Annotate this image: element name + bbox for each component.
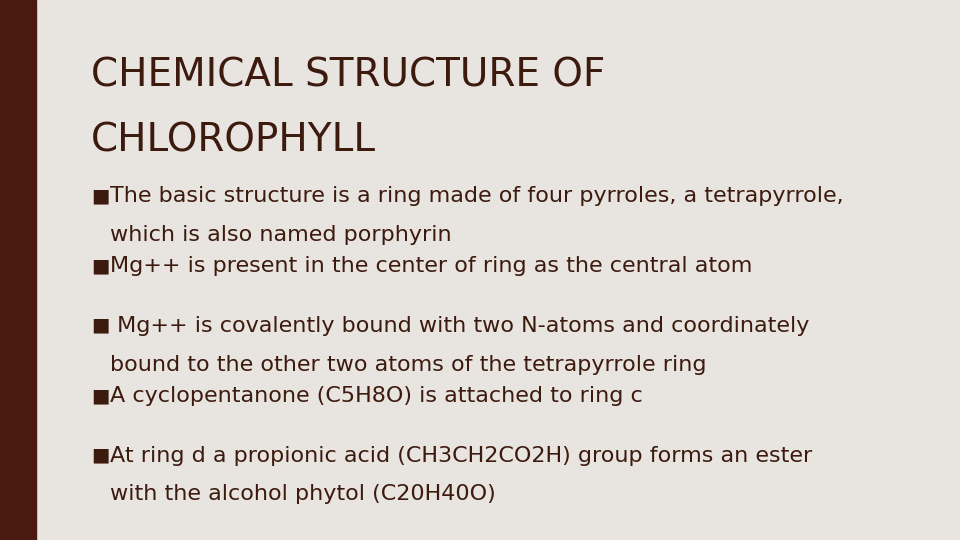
Text: ■: ■ xyxy=(91,446,109,464)
Text: ■: ■ xyxy=(91,386,109,405)
Text: A cyclopentanone (C5H8O) is attached to ring c: A cyclopentanone (C5H8O) is attached to … xyxy=(110,386,643,406)
Bar xyxy=(0,0,36,540)
Text: The basic structure is a ring made of four pyrroles, a tetrapyrrole,: The basic structure is a ring made of fo… xyxy=(110,186,844,206)
Text: Mg++ is present in the center of ring as the central atom: Mg++ is present in the center of ring as… xyxy=(110,256,753,276)
Text: Mg++ is covalently bound with two N-atoms and coordinately: Mg++ is covalently bound with two N-atom… xyxy=(110,316,810,336)
Text: ■: ■ xyxy=(91,256,109,275)
Text: ■: ■ xyxy=(91,186,109,205)
Text: ■: ■ xyxy=(91,316,109,335)
Text: bound to the other two atoms of the tetrapyrrole ring: bound to the other two atoms of the tetr… xyxy=(110,355,707,375)
Text: CHLOROPHYLL: CHLOROPHYLL xyxy=(91,122,376,159)
Text: CHEMICAL STRUCTURE OF: CHEMICAL STRUCTURE OF xyxy=(91,57,606,94)
Text: with the alcohol phytol (C20H40O): with the alcohol phytol (C20H40O) xyxy=(110,484,496,504)
Text: which is also named porphyrin: which is also named porphyrin xyxy=(110,225,452,245)
Text: At ring d a propionic acid (CH3CH2CO2H) group forms an ester: At ring d a propionic acid (CH3CH2CO2H) … xyxy=(110,446,813,465)
